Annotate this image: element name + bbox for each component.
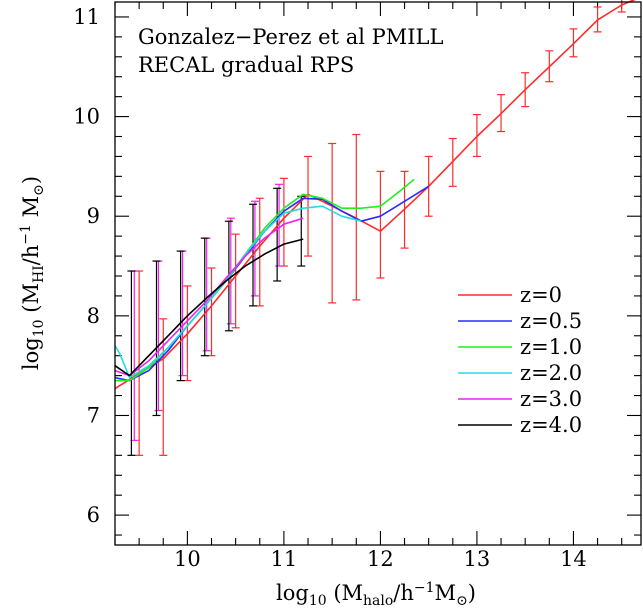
axis-ticks [114,2,641,545]
series-lines [114,0,636,390]
annotation-line-1: Gonzalez−Perez et al PMILL [138,25,443,49]
legend: z=0z=0.5z=1.0z=2.0z=3.0z=4.0 [458,283,582,437]
y-tick-label: 8 [87,304,100,328]
y-tick-labels: 6 7 8 9 10 11 [73,5,100,527]
series-line [114,0,636,390]
legend-label: z=1.0 [520,335,582,359]
series-line [114,217,304,377]
x-tick-label: 11 [271,547,298,571]
series-line [114,185,430,382]
x-tick-label: 12 [367,547,394,571]
y-axis-label: log10 (MHI/h−1 M⊙) [18,176,47,370]
x-tick-label: 14 [560,547,587,571]
y-tick-label: 6 [87,503,100,527]
x-axis-label: log10 (Mhalo/h−1M⊙) [276,580,476,609]
legend-label: z=4.0 [520,413,582,437]
y-tick-label: 10 [73,105,100,129]
x-tick-label: 10 [174,547,201,571]
x-tick-labels: 10 11 12 13 14 [174,547,587,571]
y-tick-label: 9 [87,204,100,228]
legend-label: z=3.0 [520,387,582,411]
y-tick-label: 11 [73,5,100,29]
legend-label: z=0 [520,283,562,307]
legend-label: z=2.0 [520,361,582,385]
y-tick-label: 7 [87,403,100,427]
legend-label: z=0.5 [520,309,582,333]
plot-frame [114,1,642,546]
annotation-line-2: RECAL gradual RPS [138,53,354,77]
x-tick-label: 13 [464,547,491,571]
series-line [114,238,304,377]
